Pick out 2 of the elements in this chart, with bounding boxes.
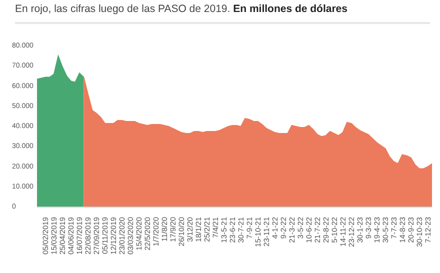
chart-subtitle: En millones de dólares — [233, 3, 348, 15]
chart-title: En rojo, las cifras luego de las PASO de 2019. — [15, 3, 232, 15]
